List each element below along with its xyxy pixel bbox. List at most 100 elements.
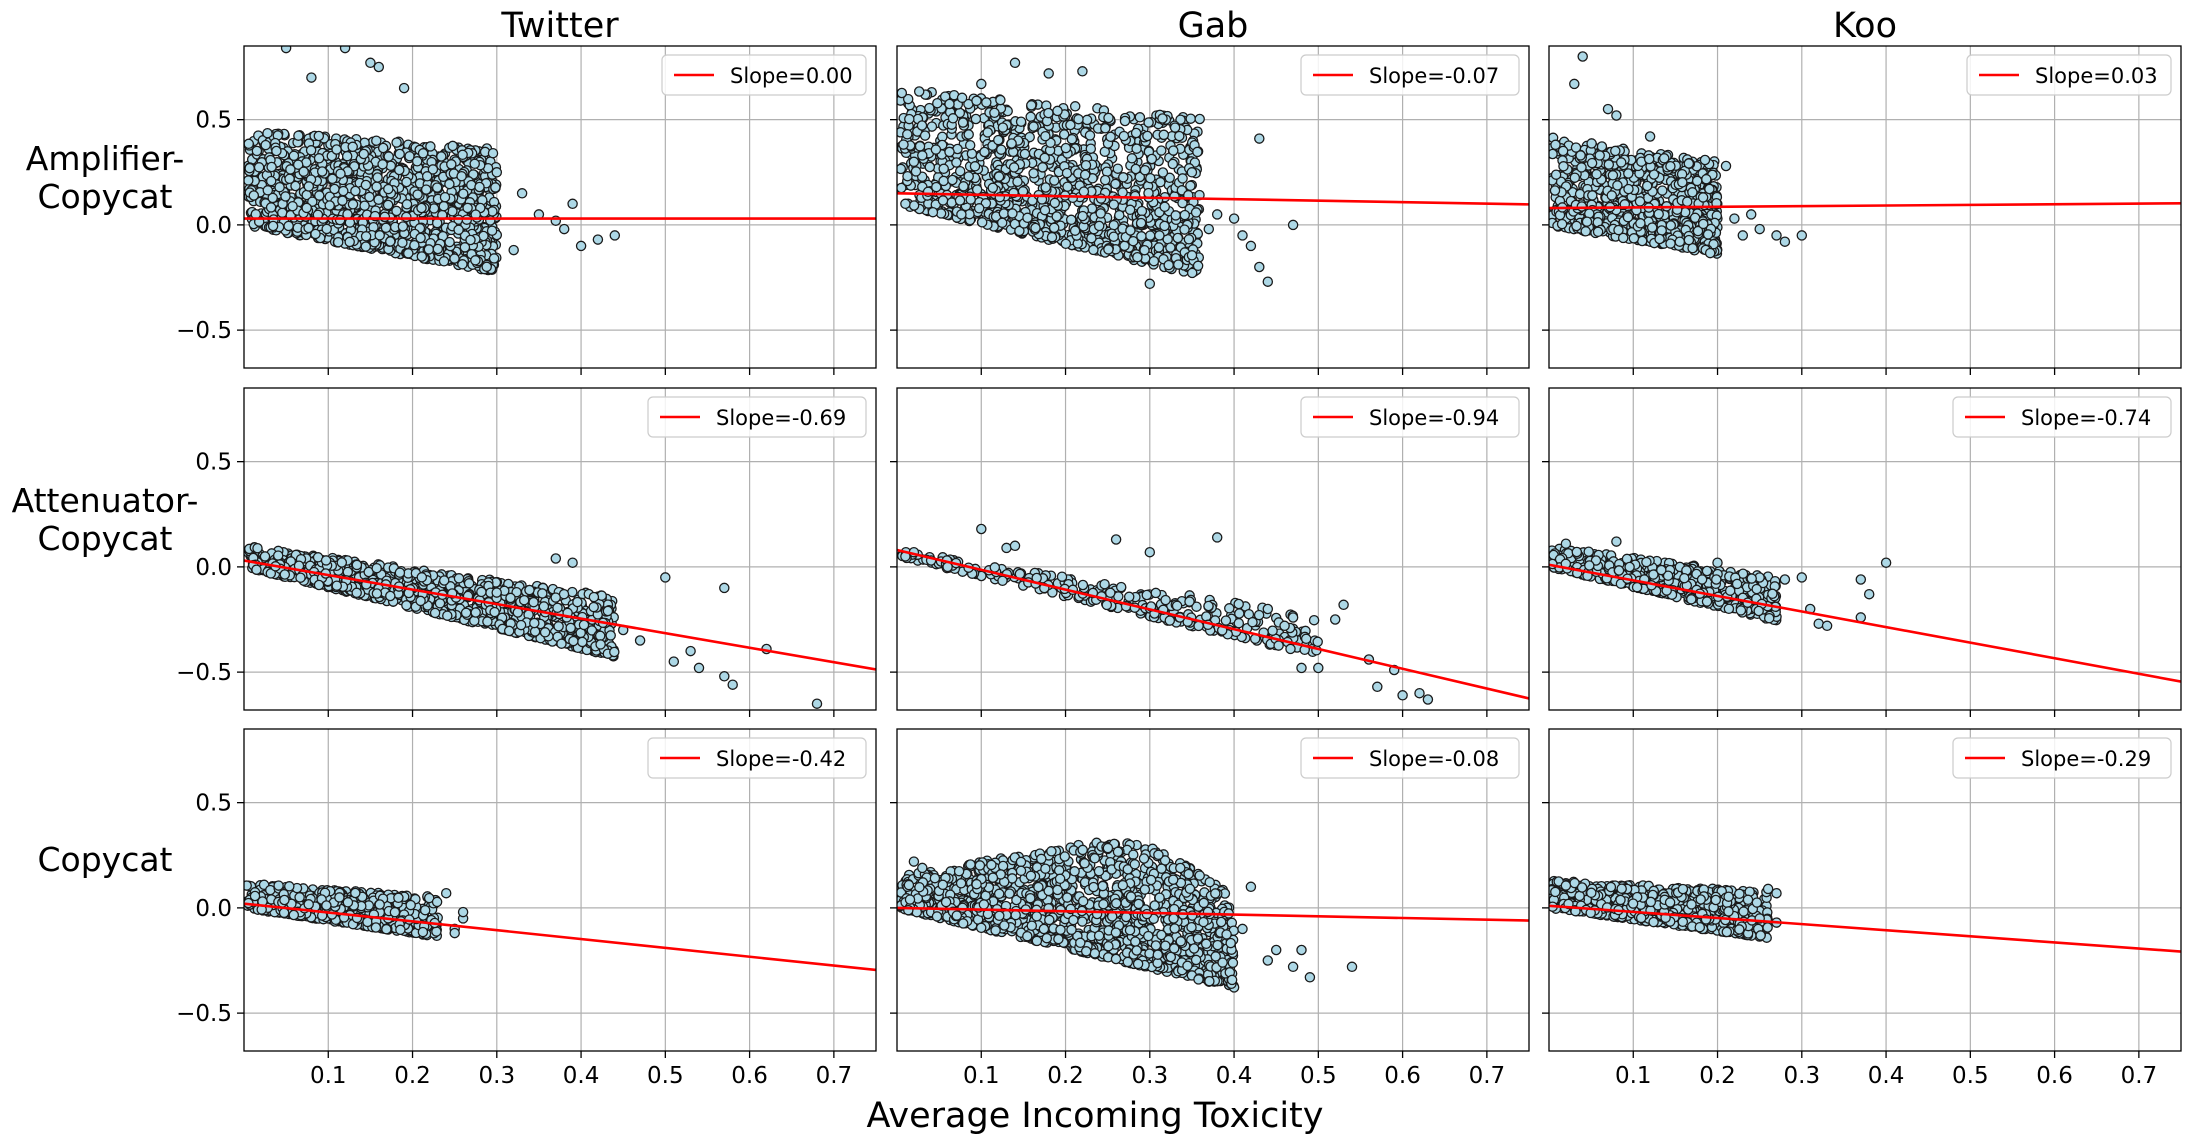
data-point — [976, 78, 987, 90]
data-point — [1143, 187, 1154, 199]
data-point — [1144, 278, 1156, 290]
data-point — [660, 572, 671, 583]
data-point — [469, 158, 480, 170]
data-point — [288, 150, 300, 162]
data-point — [244, 138, 254, 150]
data-point — [427, 164, 439, 175]
data-point — [969, 161, 981, 172]
data-point — [1172, 232, 1184, 244]
scatter-points — [897, 57, 1299, 290]
data-point — [365, 57, 376, 69]
data-point — [1611, 110, 1622, 121]
data-point — [971, 184, 983, 195]
data-point — [963, 171, 974, 182]
data-point — [1754, 223, 1765, 235]
data-point — [1190, 207, 1202, 218]
data-point — [1228, 213, 1240, 224]
data-point — [1103, 112, 1114, 124]
data-point — [550, 553, 562, 564]
data-point — [954, 195, 966, 206]
data-point — [1009, 57, 1021, 69]
data-point — [1085, 143, 1097, 154]
data-point — [938, 175, 949, 187]
data-point — [966, 148, 978, 159]
data-point — [993, 134, 1004, 146]
data-point — [1702, 229, 1714, 240]
data-point — [1580, 226, 1591, 237]
data-point — [1065, 119, 1076, 131]
data-point — [1177, 173, 1188, 184]
data-point — [1591, 168, 1602, 180]
data-point — [1634, 196, 1646, 207]
data-point — [979, 146, 990, 158]
data-point — [1101, 166, 1113, 177]
data-point — [444, 236, 455, 248]
data-point — [1022, 212, 1033, 224]
data-point — [1124, 204, 1136, 216]
data-point — [970, 113, 982, 125]
data-point — [1081, 114, 1093, 126]
data-point — [1131, 143, 1142, 154]
data-point — [344, 236, 355, 248]
data-point — [303, 181, 315, 192]
data-point — [1653, 208, 1664, 220]
data-point — [371, 562, 382, 574]
data-point — [1607, 170, 1619, 181]
data-point — [908, 156, 920, 168]
data-point — [1610, 145, 1621, 157]
data-point — [1612, 180, 1623, 191]
data-point — [539, 627, 551, 638]
data-point — [364, 191, 375, 203]
data-point — [897, 163, 907, 175]
y-tick-label: 0.0 — [195, 213, 232, 239]
data-point — [260, 139, 271, 151]
data-point — [1192, 260, 1204, 272]
data-point — [313, 130, 325, 142]
data-point — [538, 601, 550, 612]
data-point — [401, 211, 412, 223]
data-point — [1095, 208, 1106, 219]
data-point — [552, 602, 563, 614]
data-point — [529, 617, 540, 629]
data-point — [486, 225, 498, 236]
data-point — [287, 200, 298, 212]
data-point — [265, 175, 277, 187]
data-point — [470, 255, 481, 266]
data-point — [1586, 157, 1598, 169]
data-point — [1665, 220, 1677, 231]
data-point — [373, 194, 384, 205]
data-point — [313, 579, 325, 591]
data-point — [1186, 250, 1198, 261]
data-point — [586, 625, 598, 636]
legend-box — [1966, 54, 2172, 96]
data-point — [463, 578, 475, 589]
data-point — [416, 202, 427, 214]
data-point — [403, 248, 414, 259]
data-point — [320, 555, 332, 566]
data-point — [244, 162, 255, 174]
data-point — [417, 148, 429, 159]
data-point — [924, 102, 935, 114]
data-point — [377, 159, 388, 170]
data-point — [1108, 231, 1119, 242]
data-point — [1623, 183, 1634, 195]
data-point — [1194, 113, 1205, 125]
data-point — [481, 261, 492, 273]
data-point — [944, 98, 955, 110]
y-tick-label: 0.5 — [195, 108, 232, 134]
data-point — [423, 244, 435, 255]
data-point — [301, 202, 312, 214]
data-point — [609, 646, 620, 658]
data-point — [1088, 244, 1099, 256]
data-point — [594, 630, 606, 642]
data-point — [811, 698, 823, 709]
data-point — [1108, 219, 1120, 231]
data-point — [360, 241, 372, 252]
data-point — [1254, 261, 1265, 273]
data-point — [927, 206, 939, 218]
data-point — [359, 200, 370, 211]
data-point — [1142, 130, 1153, 142]
data-point — [1157, 113, 1168, 124]
data-point — [321, 223, 332, 235]
data-point — [251, 145, 263, 157]
